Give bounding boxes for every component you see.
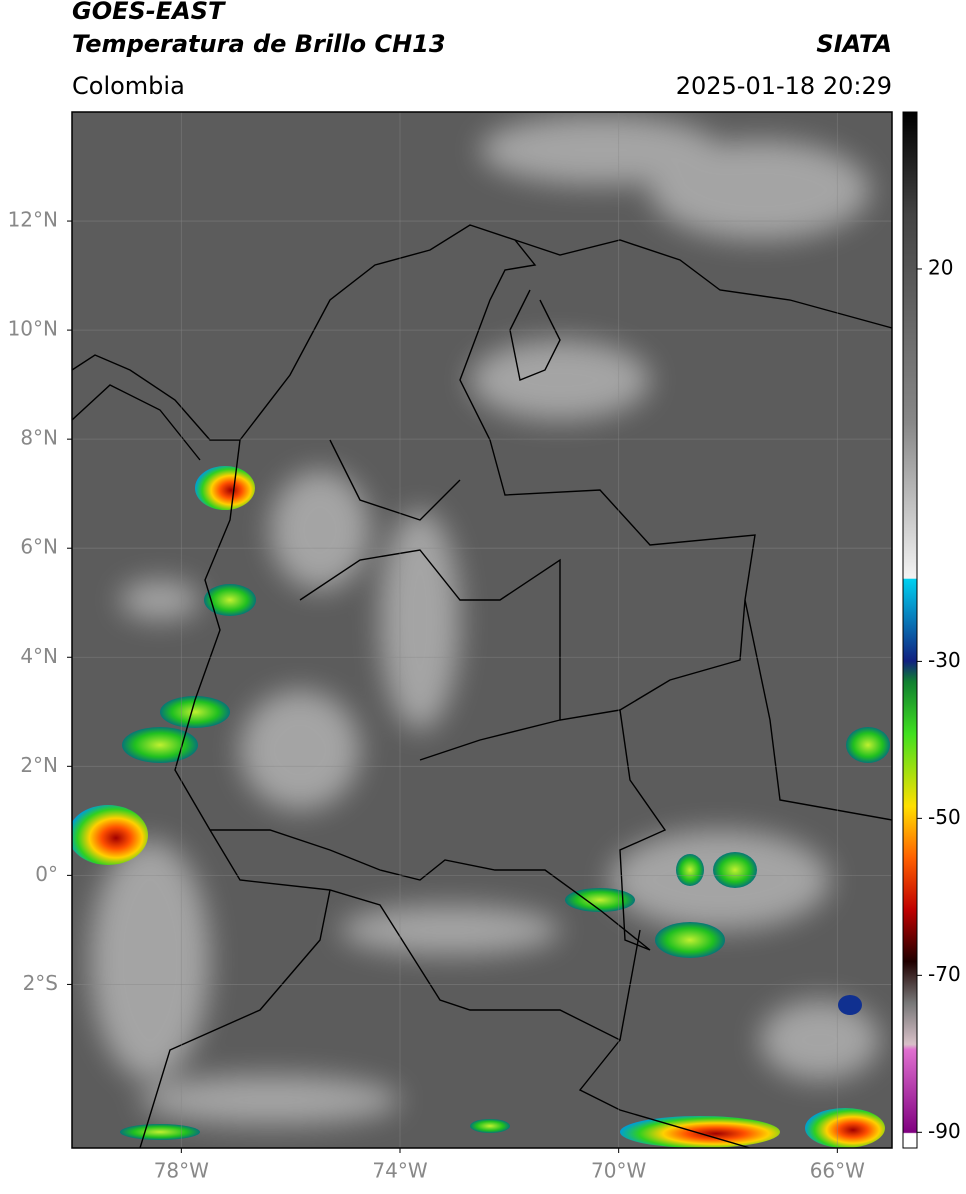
x-tick-label: 78°W [154,1159,209,1183]
y-tick-label: 10°N [8,317,58,341]
colorbar-label: -90 [928,1119,961,1143]
borders [72,224,892,1148]
map-frame [71,111,893,1149]
colorbar-label: 20 [928,255,953,279]
colorbar-label: -70 [928,962,961,986]
y-tick-label: 8°N [20,426,58,450]
gridlines [72,112,892,1148]
x-tick-label: 70°W [591,1159,646,1183]
y-tick-label: 2°N [20,753,58,777]
product: Temperatura de Brillo CH13 [72,30,446,58]
storm-cells [72,466,890,1148]
region: Colombia [72,72,185,100]
colorbar [902,111,918,1149]
satellite: GOES-EAST [72,0,226,25]
datetime: 2025-01-18 20:29 [676,72,892,100]
x-tick-label: 66°W [810,1159,865,1183]
y-tick-label: 2°S [23,971,58,995]
source: SIATA [816,30,892,58]
colorbar-label: -50 [928,805,961,829]
y-tick-label: 0° [35,862,58,886]
x-tick-label: 74°W [372,1159,427,1183]
y-tick-label: 4°N [20,644,58,668]
y-tick-label: 6°N [20,535,58,559]
satellite-image [72,112,892,1148]
y-tick-label: 12°N [8,208,58,232]
colorbar-label: -30 [928,648,961,672]
